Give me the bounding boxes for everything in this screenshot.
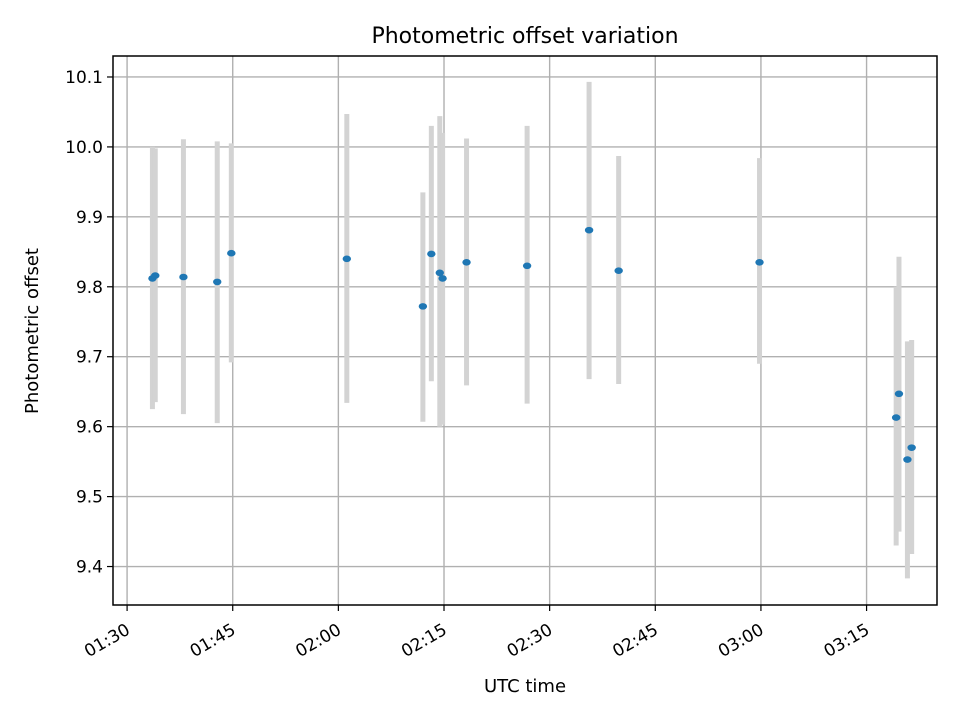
y-tick-label: 9.9 (76, 208, 103, 228)
x-axis-label: UTC time (484, 676, 566, 697)
data-points (148, 226, 916, 463)
data-point (907, 444, 916, 451)
y-tick-label: 10.1 (65, 68, 103, 88)
y-tick-label: 10.0 (65, 138, 103, 158)
data-point (894, 390, 904, 398)
y-tick-label: 9.8 (76, 278, 103, 298)
x-tick-label: 02:30 (504, 620, 556, 662)
data-point (755, 259, 764, 266)
x-tick-label: 02:45 (609, 620, 661, 662)
data-point (903, 456, 912, 463)
chart-title: Photometric offset variation (371, 24, 678, 49)
data-point (522, 262, 532, 270)
data-point (584, 226, 594, 234)
x-tick-label: 02:15 (398, 620, 450, 662)
x-axis-ticks: 01:30 01:45 02:00 02:15 02:30 02:45 03:00 03:15 (81, 605, 873, 662)
data-point (179, 273, 188, 281)
data-point (435, 269, 444, 277)
y-tick-label: 9.5 (76, 488, 103, 508)
y-tick-label: 9.6 (76, 418, 103, 438)
data-point (462, 259, 471, 266)
data-point (427, 250, 436, 258)
data-point (438, 275, 447, 282)
x-tick-label: 01:45 (187, 620, 239, 662)
y-tick-label: 9.7 (76, 348, 103, 368)
y-axis-ticks: 9.4 9.5 9.6 9.7 9.8 9.9 10.0 10.1 (65, 68, 113, 578)
x-tick-label: 02:00 (292, 620, 344, 662)
data-point (342, 255, 352, 263)
plot-frame (112, 55, 938, 606)
data-point (418, 303, 428, 310)
data-point (151, 272, 160, 279)
y-tick-label: 9.4 (76, 558, 103, 578)
x-tick-label: 01:30 (81, 620, 133, 662)
x-tick-label: 03:15 (821, 620, 873, 662)
y-axis-label: Photometric offset (22, 248, 43, 414)
data-point (891, 414, 901, 421)
x-tick-label: 03:00 (715, 620, 767, 662)
data-point (614, 267, 623, 275)
error-bars (149, 81, 915, 579)
data-point (227, 249, 236, 257)
data-point (213, 278, 222, 286)
